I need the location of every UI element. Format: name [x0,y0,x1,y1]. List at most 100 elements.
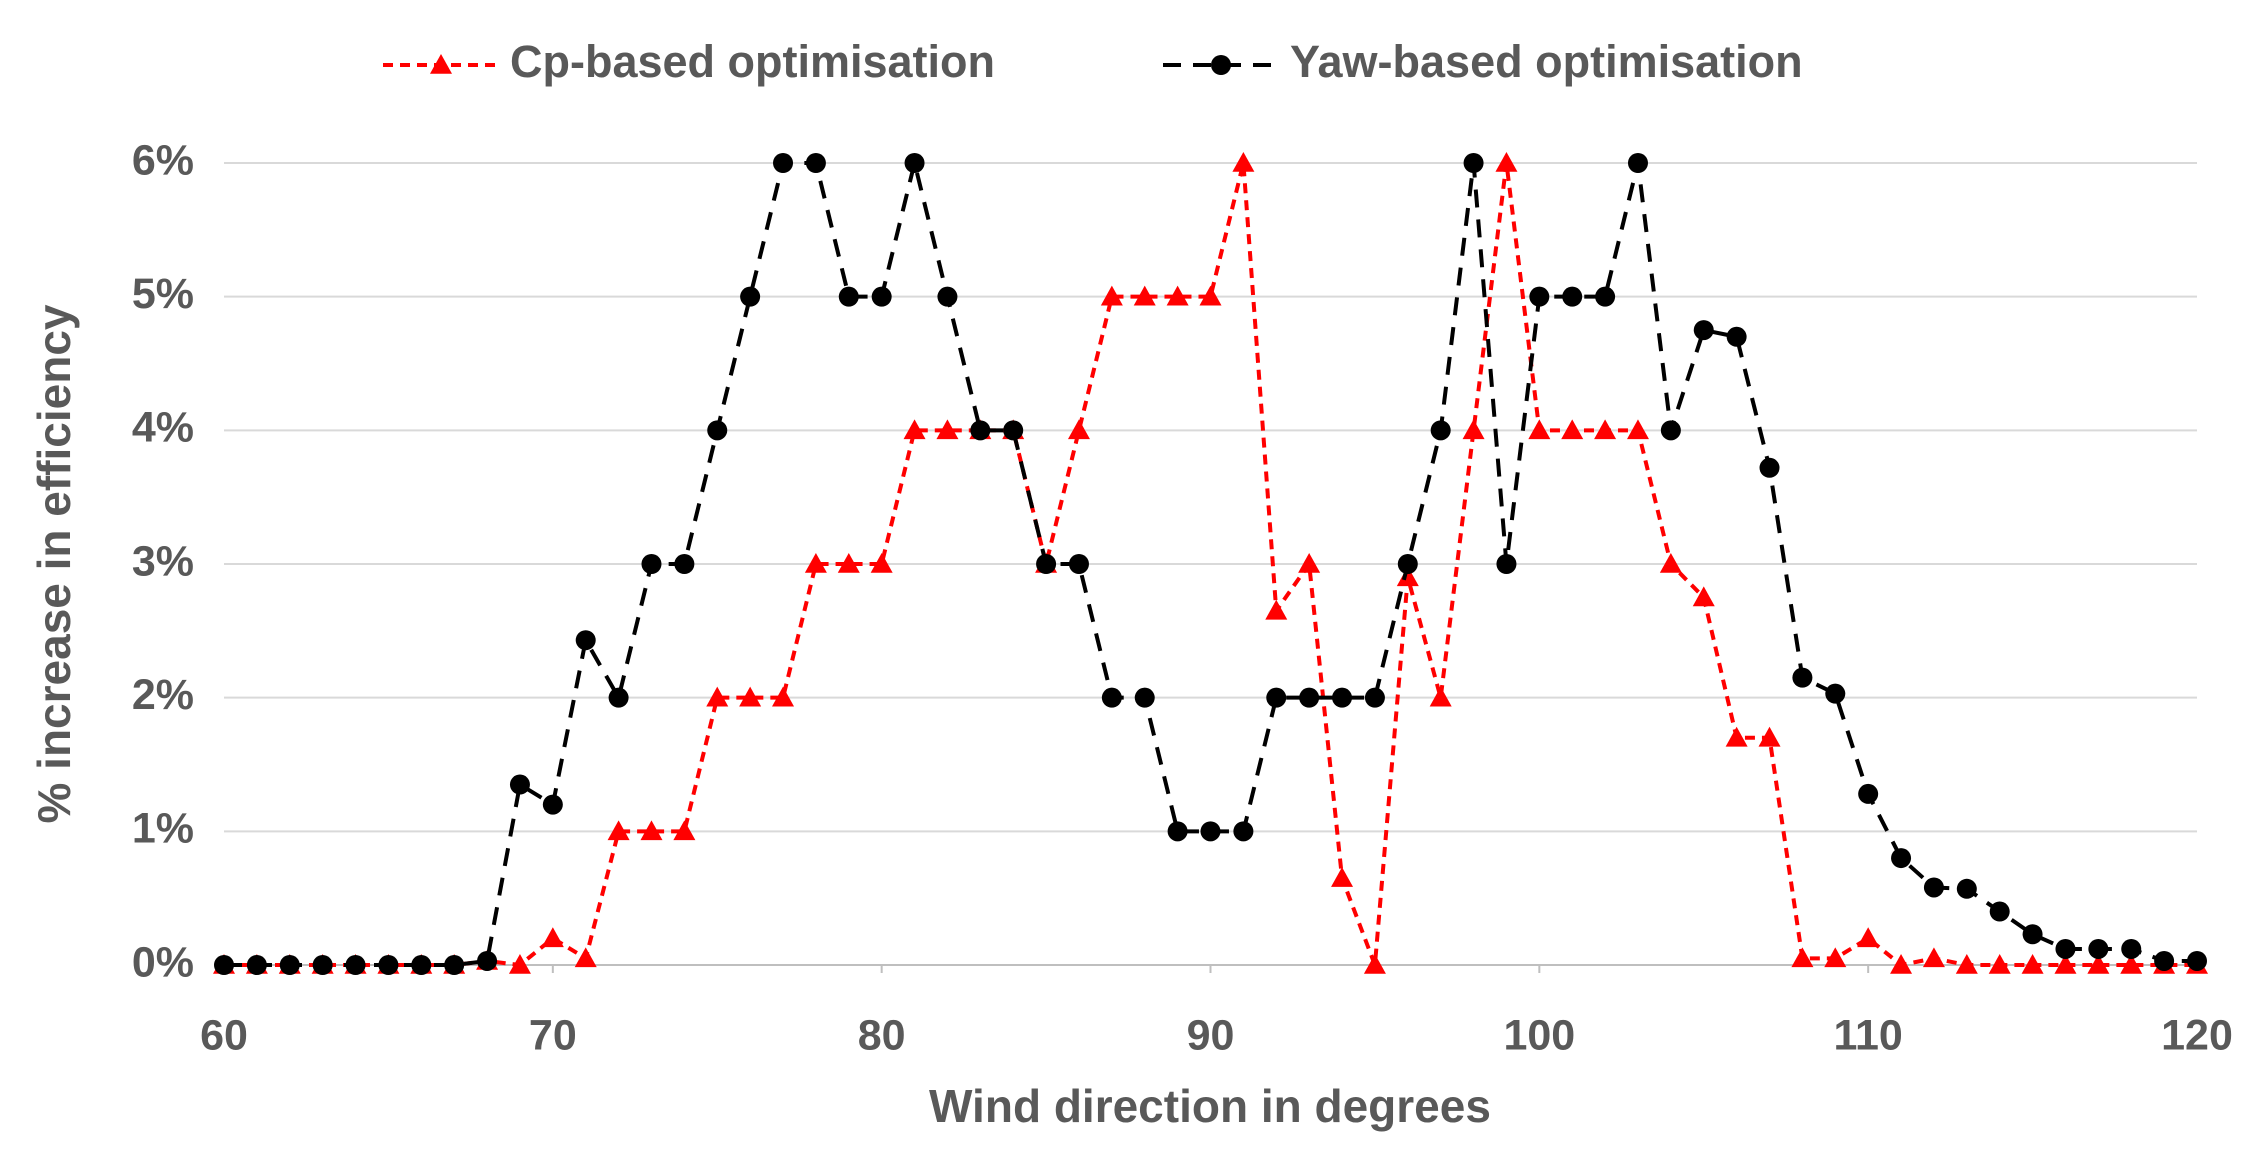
marker [1036,554,1057,574]
marker [1890,954,1913,974]
marker [904,153,925,173]
marker [246,955,267,975]
x-tick-label: 120 [2161,1011,2233,1059]
marker [312,955,333,975]
y-tick-label: 2% [132,671,194,719]
marker [1595,286,1616,307]
marker [837,553,860,573]
y-tick-label: 3% [132,537,194,585]
marker [1627,153,1648,173]
marker [2154,950,2175,971]
marker [1529,286,1550,307]
marker [1495,152,1518,172]
marker [1397,554,1418,574]
marker [608,687,629,708]
marker [2054,954,2077,974]
x-tick-label: 100 [1503,1011,1575,1059]
marker [279,955,300,975]
marker [772,686,795,707]
marker [1363,954,1386,974]
marker [1134,687,1155,708]
marker [1792,667,1813,688]
marker [2055,938,2076,959]
marker [1825,683,1846,704]
x-tick-label: 60 [200,1011,248,1059]
marker [1430,420,1451,441]
marker [1396,566,1419,587]
marker [1299,687,1320,708]
marker [2022,924,2043,945]
marker [542,794,563,815]
marker [1891,848,1912,869]
marker [871,286,892,307]
marker [838,286,859,307]
marker [673,820,696,841]
x-tick-label: 80 [858,1011,906,1059]
marker [936,419,959,440]
marker [1692,586,1715,607]
marker [1922,947,1945,968]
marker [2088,938,2109,959]
marker [1166,285,1189,306]
marker [2187,950,2207,971]
marker [805,153,826,173]
x-axis-label: Wind direction in degrees [929,1080,1491,1132]
marker [1496,554,1517,574]
marker [1528,419,1551,440]
marker [674,554,695,574]
marker [1232,152,1255,172]
marker [2121,938,2142,959]
marker [444,955,465,975]
y-tick-label: 4% [132,404,194,452]
marker [1298,553,1321,573]
marker [870,553,893,573]
marker [903,419,926,440]
y-tick-label: 5% [132,270,194,318]
x-tick-label: 90 [1187,1011,1235,1059]
marker [1726,326,1747,347]
marker [1331,867,1354,887]
marker [1462,419,1485,440]
marker [773,153,794,173]
marker [2087,954,2110,974]
marker [640,820,663,841]
marker [607,820,630,841]
marker [1233,821,1254,842]
marker [1956,878,1977,899]
marker [1101,687,1122,708]
marker [1923,877,1944,898]
marker [2021,954,2044,974]
marker [1857,927,1880,948]
marker [804,553,827,573]
marker [2120,954,2143,974]
marker [1693,320,1714,341]
legend-label: Yaw-based optimisation [1290,36,1803,87]
marker [1725,726,1748,747]
marker [1167,821,1188,842]
marker [1626,419,1649,440]
marker [706,686,729,707]
x-tick-label: 70 [529,1011,577,1059]
marker [1594,419,1617,440]
y-tick-label: 1% [132,805,194,853]
y-axis-label: % increase in efficiency [28,304,80,823]
marker [1824,947,1847,968]
marker [1364,687,1385,708]
marker [970,420,991,441]
marker [1562,286,1583,307]
marker [1265,599,1288,620]
marker [1955,954,1978,974]
marker [541,927,564,948]
marker [1989,901,2010,922]
marker [1332,687,1353,708]
marker [1858,783,1879,804]
marker [1100,285,1123,306]
marker [1759,457,1780,478]
legend-marker [1211,55,1231,75]
marker [740,286,761,307]
marker [1199,285,1222,306]
marker [1561,419,1584,440]
marker [508,954,531,974]
legend-label: Cp-based optimisation [510,36,995,87]
y-tick-label: 0% [132,938,194,986]
